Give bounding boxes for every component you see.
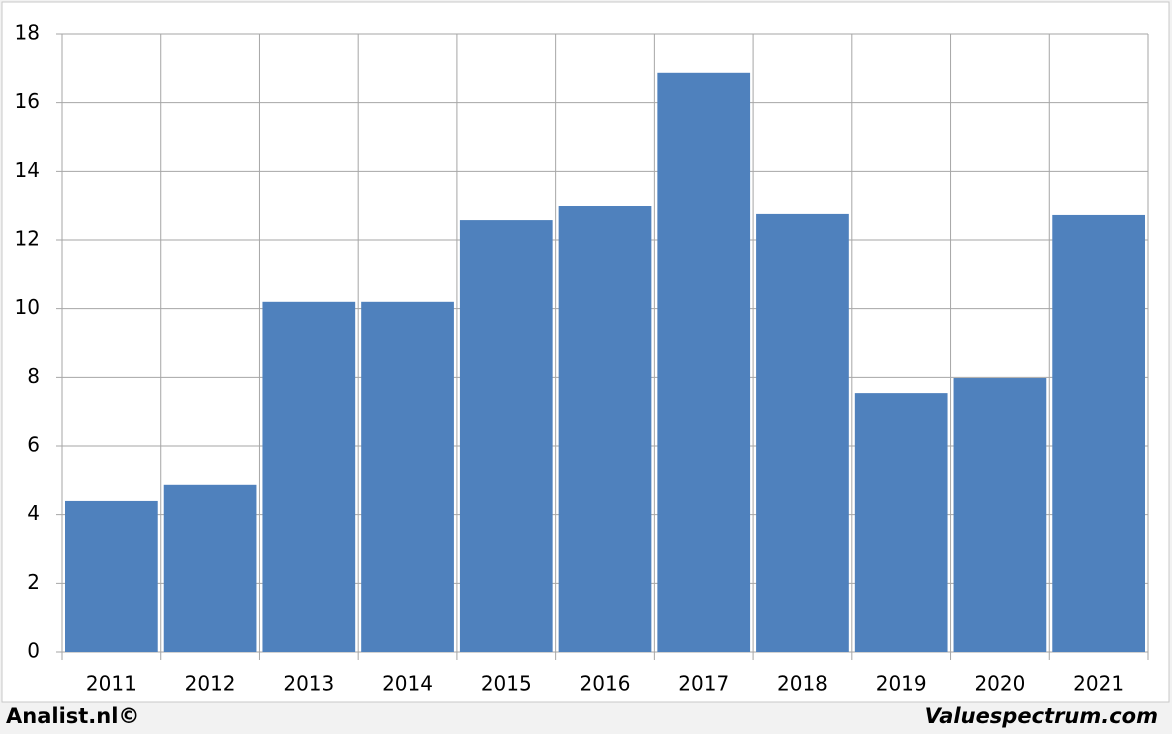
bar: [854, 393, 948, 652]
bar: [262, 301, 356, 652]
bar: [65, 500, 158, 652]
bar: [361, 301, 454, 652]
y-tick-label: 0: [27, 639, 40, 663]
bar: [1052, 214, 1145, 653]
y-tick-label: 16: [15, 89, 40, 113]
y-tick-label: 10: [15, 295, 40, 319]
y-tick-label: 2: [27, 570, 40, 594]
y-tick-label: 6: [27, 433, 40, 457]
bar: [953, 378, 1047, 652]
bar: [558, 206, 652, 652]
x-tick-label: 2015: [481, 672, 532, 696]
bar: [756, 213, 849, 652]
x-tick-label: 2019: [876, 672, 927, 696]
y-tick-label: 14: [15, 158, 40, 182]
x-tick-label: 2013: [283, 672, 334, 696]
footer-left: Analist.nl©: [6, 704, 139, 728]
x-tick-label: 2018: [777, 672, 828, 696]
x-tick-label: 2012: [185, 672, 236, 696]
y-tick-label: 18: [15, 21, 40, 45]
y-tick-label: 4: [27, 501, 40, 525]
x-tick-label: 2016: [580, 672, 631, 696]
x-tick-label: 2014: [382, 672, 433, 696]
x-tick-label: 2011: [86, 672, 137, 696]
y-tick-label: 8: [27, 364, 40, 388]
bar: [657, 72, 751, 652]
bar: [459, 220, 553, 652]
x-tick-label: 2017: [678, 672, 729, 696]
x-tick-label: 2021: [1073, 672, 1124, 696]
footer-right: Valuespectrum.com: [925, 704, 1158, 728]
x-tick-label: 2020: [974, 672, 1025, 696]
bar: [163, 484, 257, 652]
y-tick-label: 12: [15, 227, 40, 251]
